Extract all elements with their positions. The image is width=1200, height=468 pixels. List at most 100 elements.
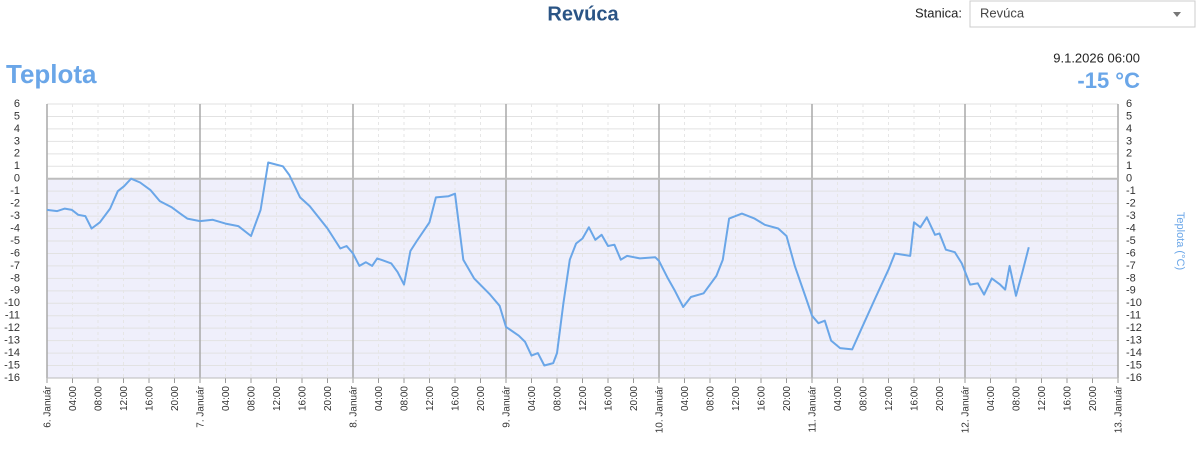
y2-tick-label: -5 [1126,235,1136,247]
x-tick-label: 08:00 [247,386,258,411]
x-tick-label: 16:00 [145,386,156,411]
y-tick-label: -4 [10,222,20,234]
y-tick-label: -8 [10,272,20,284]
y2-axis-label: Teplota (°C) [1174,212,1186,270]
y-tick-label: -2 [10,198,20,210]
y-tick-label: 6 [14,98,20,110]
x-tick-label: 16:00 [1063,386,1074,411]
x-tick-label: 16:00 [910,386,921,411]
x-tick-label: 04:00 [986,386,997,411]
x-tick-label: 08:00 [553,386,564,411]
y-tick-label: -3 [10,210,20,222]
x-tick-label: 20:00 [170,386,181,411]
station-label: Stanica: [915,5,962,20]
station-select[interactable] [969,0,1196,28]
temperature-line [46,161,1030,367]
y2-tick-label: 2 [1126,148,1132,160]
current-value: -15 °C [1077,68,1140,93]
y-tick-label: -15 [4,359,20,371]
y-tick-label: -6 [10,247,20,259]
y-tick-label: -7 [10,260,20,272]
x-tick-label: 08:00 [400,386,411,411]
y2-tick-label: -8 [1126,272,1136,284]
plot: -16-15-14-13-12-11-10-9-8-7-6-5-4-3-2-10… [4,98,1142,433]
x-tick-label: 16:00 [298,386,309,411]
x-tick-label: 12:00 [884,386,895,411]
y2-tick-label: -10 [1126,297,1142,309]
current-time: 9.1.2026 06:00 [1053,50,1140,65]
y2-tick-label: -6 [1126,247,1136,259]
x-tick-label: 12:00 [578,386,589,411]
x-tick-label: 12:00 [731,386,742,411]
x-tick-label: 04:00 [374,386,385,411]
x-tick-label: 20:00 [935,386,946,411]
x-tick-label: 16:00 [757,386,768,411]
y-tick-label: 1 [14,160,20,172]
x-tick-label: 10. Január [655,385,666,433]
y2-tick-label: 1 [1126,160,1132,172]
y-tick-label: -13 [4,335,20,347]
x-tick-label: 04:00 [527,386,538,411]
y-tick-label: -10 [4,297,20,309]
x-tick-label: 08:00 [94,386,105,411]
y2-tick-label: -12 [1126,322,1142,334]
y2-tick-label: -4 [1126,222,1136,234]
y2-tick-label: -13 [1126,335,1142,347]
y-tick-label: 3 [14,135,20,147]
x-tick-label: 12:00 [272,386,283,411]
x-tick-label: 6. Január [43,385,54,427]
y-tick-label: -14 [4,347,20,359]
y-tick-label: -1 [10,185,20,197]
x-tick-label: 08:00 [859,386,870,411]
y2-tick-label: 6 [1126,98,1132,110]
x-tick-label: 04:00 [680,386,691,411]
x-tick-label: 04:00 [221,386,232,411]
y2-tick-label: -1 [1126,185,1136,197]
y2-tick-label: -7 [1126,260,1136,272]
y2-tick-label: 0 [1126,173,1132,185]
x-tick-label: 7. Január [196,385,207,427]
y-tick-label: 2 [14,148,20,160]
x-tick-label: 20:00 [782,386,793,411]
y-tick-label: 0 [14,173,20,185]
station-value: Revúca [980,5,1025,20]
y2-tick-label: 4 [1126,123,1132,135]
x-tick-label: 20:00 [323,386,334,411]
x-tick-label: 20:00 [629,386,640,411]
x-tick-label: 12:00 [1037,386,1048,411]
y2-tick-label: -3 [1126,210,1136,222]
y2-tick-label: -14 [1126,347,1142,359]
y-tick-label: 4 [14,123,20,135]
x-tick-label: 12:00 [425,386,436,411]
y2-tick-label: -9 [1126,285,1136,297]
y-tick-label: 5 [14,110,20,122]
x-tick-label: 20:00 [1088,386,1099,411]
y-tick-label: -5 [10,235,20,247]
x-tick-label: 16:00 [604,386,615,411]
x-tick-label: 13. Január [1114,385,1125,433]
x-tick-label: 20:00 [476,386,487,411]
y2-tick-label: 5 [1126,110,1132,122]
x-tick-label: 04:00 [833,386,844,411]
y2-tick-label: -2 [1126,198,1136,210]
x-tick-label: 08:00 [706,386,717,411]
page-title: Revúca [547,3,619,25]
y-tick-label: -9 [10,285,20,297]
x-tick-label: 9. Január [502,385,513,427]
y2-tick-label: 3 [1126,135,1132,147]
y-tick-label: -16 [4,372,20,384]
x-tick-label: 11. Január [808,385,819,432]
x-tick-label: 8. Január [349,385,360,427]
y-tick-label: -11 [5,310,20,322]
y-tick-label: -12 [4,322,20,334]
x-tick-label: 16:00 [451,386,462,411]
y2-tick-label: -16 [1126,372,1142,384]
y2-tick-label: -11 [1126,310,1141,322]
dropdown-arrow [1173,12,1181,17]
y2-tick-label: -15 [1126,359,1142,371]
x-tick-label: 04:00 [68,386,79,411]
x-tick-label: 12. Január [961,385,972,433]
chart-title: Teplota [6,59,97,89]
